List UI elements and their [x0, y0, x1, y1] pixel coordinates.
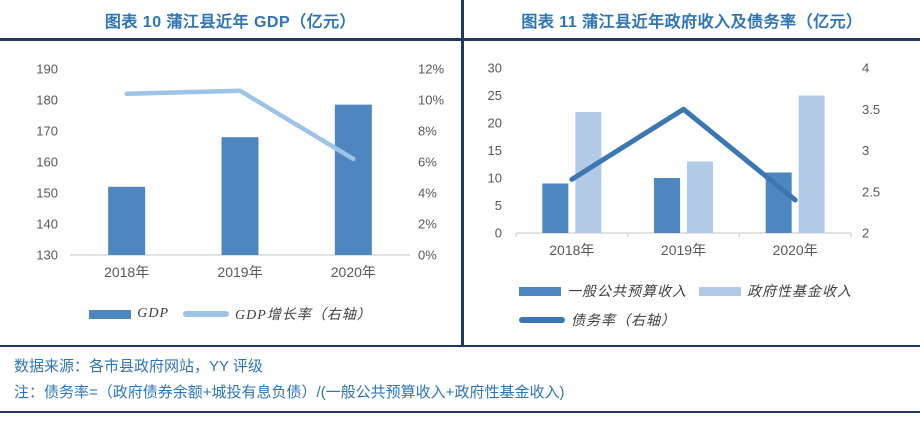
budget-revenue-bar-swatch-icon — [519, 286, 561, 296]
svg-text:30: 30 — [488, 61, 502, 76]
svg-text:25: 25 — [488, 88, 502, 103]
svg-text:2.5: 2.5 — [862, 184, 880, 199]
svg-text:10%: 10% — [418, 93, 444, 108]
svg-text:2018年: 2018年 — [104, 264, 149, 280]
legend-row-line: 债务率（右轴） — [519, 310, 852, 330]
revenue-debt-chart: 0 5 10 15 20 25 30 2 2.5 3 3.5 4 2018年 2019年 2020年 — [488, 61, 881, 259]
fund-revenue-bar-swatch-icon — [699, 286, 741, 296]
gdp-chart-panel: 图表 10 蒲江县近年 GDP（亿元） 130 140 150 160 170 180 19… — [0, 0, 461, 345]
svg-text:8%: 8% — [418, 124, 437, 139]
legend-item-gdp-growth: GDP增长率（右轴） — [183, 304, 372, 324]
svg-text:2%: 2% — [418, 217, 437, 232]
legend-row-bars: 一般公共预算收入 政府性基金收入 — [519, 281, 852, 301]
svg-text:130: 130 — [36, 248, 58, 263]
svg-text:150: 150 — [36, 186, 58, 201]
svg-text:180: 180 — [36, 93, 58, 108]
legend-label-fund-revenue: 政府性基金收入 — [747, 285, 852, 300]
legend-item-fund-revenue: 政府性基金收入 — [699, 281, 852, 301]
svg-text:0: 0 — [495, 226, 502, 241]
svg-text:2019年: 2019年 — [661, 242, 706, 258]
panel-divider — [461, 0, 464, 345]
revenue-debt-chart-legend: 一般公共预算收入 政府性基金收入 债务率（右轴） — [519, 281, 852, 330]
legend-label-debt-ratio: 债务率（右轴） — [571, 314, 676, 329]
svg-text:2: 2 — [862, 226, 869, 241]
svg-text:3.5: 3.5 — [862, 102, 880, 117]
svg-text:0%: 0% — [418, 248, 437, 263]
legend-item-gdp: GDP — [89, 306, 169, 322]
svg-text:170: 170 — [36, 124, 58, 139]
title-underline-rule — [0, 38, 920, 41]
gdp-growth-line-swatch-icon — [183, 311, 229, 317]
svg-text:2020年: 2020年 — [331, 264, 376, 280]
gdp-bar-swatch-icon — [89, 309, 132, 319]
legend-label-gdp-growth: GDP增长率（右轴） — [235, 308, 372, 323]
debt-ratio-line-swatch-icon — [519, 317, 565, 323]
svg-text:190: 190 — [36, 62, 58, 77]
legend-label-gdp: GDP — [137, 306, 169, 321]
revenue-debt-chart-panel: 图表 11 蒲江县近年政府收入及债务率（亿元） 0 5 10 15 20 25 30 2 2.5… — [464, 0, 920, 345]
legend-label-budget-revenue: 一般公共预算收入 — [567, 285, 687, 300]
footer-notes: 数据来源：各市县政府网站，YY 评级 注：债务率=（政府债券余额+城投有息负债）… — [0, 345, 920, 413]
svg-text:12%: 12% — [418, 62, 444, 77]
svg-text:4: 4 — [862, 61, 869, 76]
svg-text:4%: 4% — [418, 186, 437, 201]
gdp-chart-legend: GDP GDP增长率（右轴） — [0, 304, 461, 324]
svg-text:2020年: 2020年 — [773, 242, 818, 258]
svg-text:160: 160 — [36, 155, 58, 170]
legend-item-budget-revenue: 一般公共预算收入 — [519, 281, 687, 301]
svg-text:20: 20 — [488, 116, 502, 131]
svg-text:2018年: 2018年 — [549, 242, 594, 258]
revenue-debt-chart-title: 图表 11 蒲江县近年政府收入及债务率（亿元） — [521, 14, 863, 31]
svg-text:140: 140 — [36, 217, 58, 232]
gdp-chart-title: 图表 10 蒲江县近年 GDP（亿元） — [104, 14, 357, 31]
svg-text:2019年: 2019年 — [217, 264, 262, 280]
legend-item-debt-ratio: 债务率（右轴） — [519, 310, 676, 330]
gdp-chart: 130 140 150 160 170 180 190 0% 2% 4% 6% 8% 10% 12% 201… — [36, 62, 444, 281]
svg-text:15: 15 — [488, 143, 502, 158]
debt-ratio-note-text: 注：债务率=（政府债券余额+城投有息负债）/(一般公共预算收入+政府性基金收入) — [14, 384, 565, 401]
svg-text:5: 5 — [495, 198, 502, 213]
svg-text:10: 10 — [488, 171, 502, 186]
svg-text:3: 3 — [862, 143, 869, 158]
data-source-text: 数据来源：各市县政府网站，YY 评级 — [14, 358, 263, 375]
svg-text:6%: 6% — [418, 155, 437, 170]
